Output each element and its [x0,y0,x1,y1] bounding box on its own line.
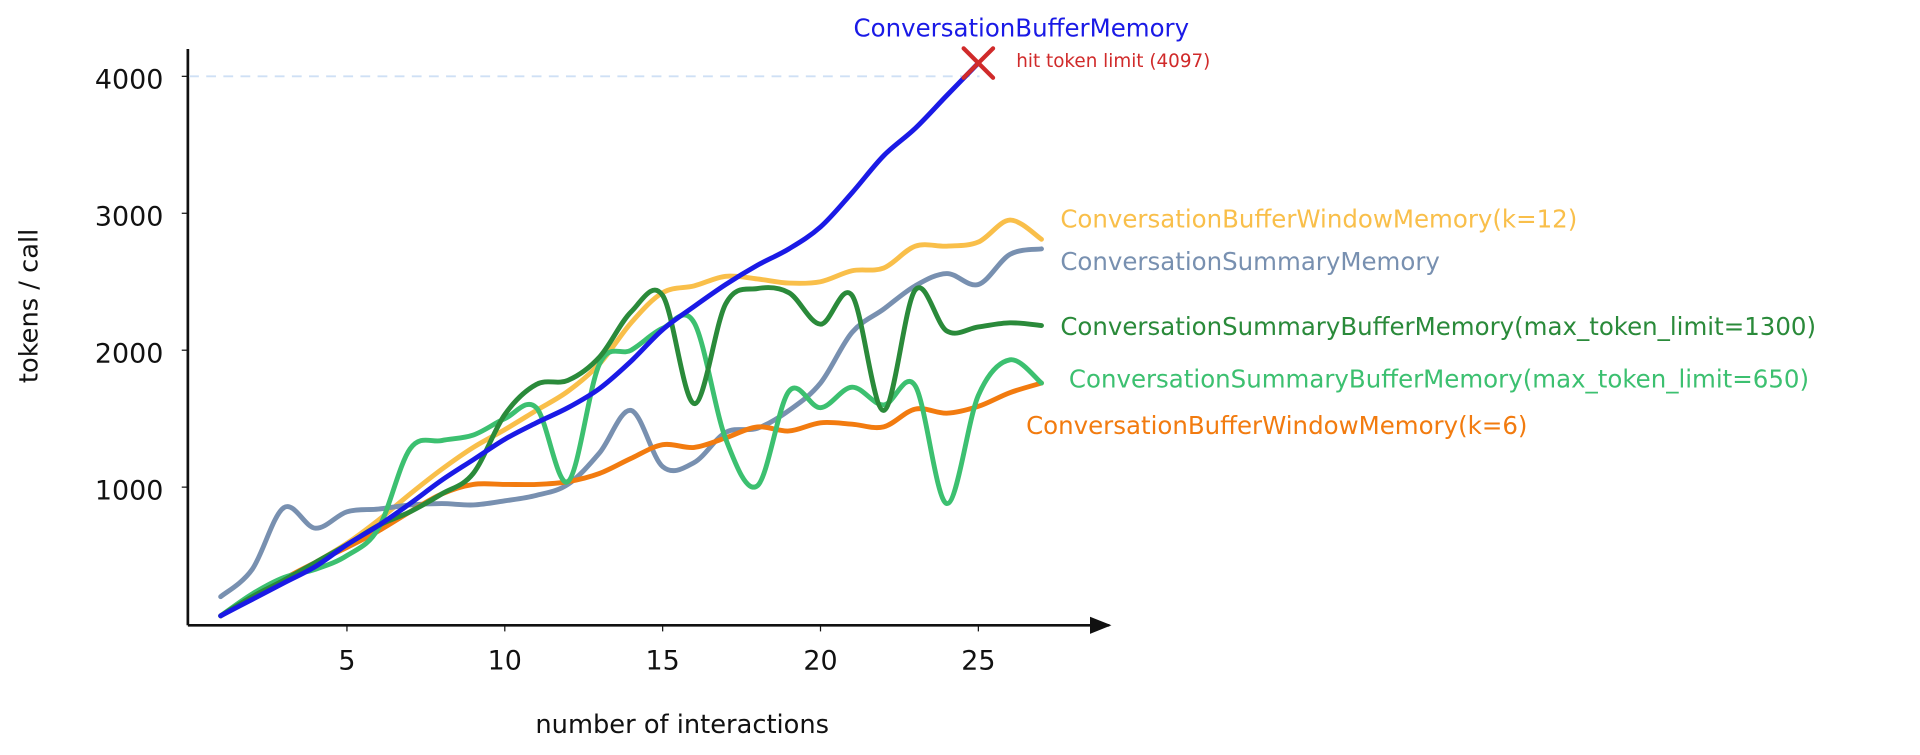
series-line [218,285,1044,619]
x-tick-label: 5 [338,646,355,677]
y-tick-label: 4000 [95,65,163,96]
annotation: hit token limit (4097) [1016,51,1210,72]
x-tick-label: 20 [803,646,837,677]
series-label: ConversationBufferWindowMemory(k=6) [1026,411,1527,440]
x-tick-label: 15 [646,646,680,677]
y-tick-label: 1000 [95,476,163,507]
y-tick-label: 3000 [95,202,163,233]
series-label: ConversationSummaryBufferMemory(max_toke… [1069,365,1809,394]
y-axis-title: tokens / call [15,229,45,383]
series-label: ConversationBufferWindowMemory(k=12) [1060,204,1577,233]
x-axis-title: number of interactions [535,710,829,740]
limit-marker [961,46,996,80]
x-tick-label: 10 [488,646,522,677]
series-label: ConversationSummaryMemory [1060,247,1440,276]
series-line [218,246,1044,600]
series-label: ConversationBufferMemory [854,13,1190,42]
series-line [218,60,981,619]
series-line [218,312,1044,619]
series-line [218,380,1044,619]
y-tick-label: 2000 [95,339,163,370]
series-label: ConversationSummaryBufferMemory(max_toke… [1060,312,1816,341]
x-tick-label: 25 [961,646,995,677]
